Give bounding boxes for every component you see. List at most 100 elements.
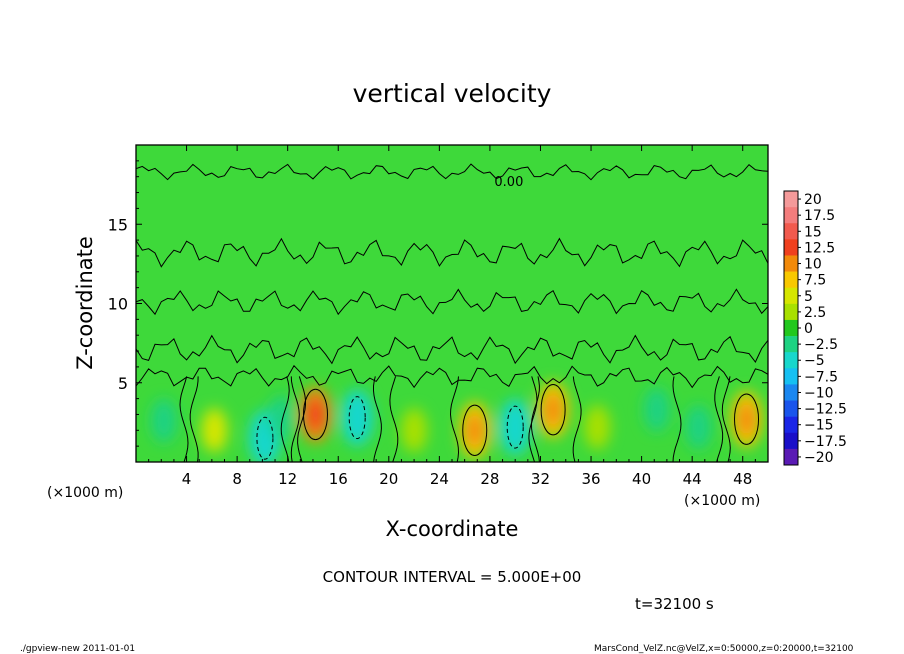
zero-contour-vertical-10 [572, 376, 582, 462]
x-unit-label-right: (×1000 m) [684, 493, 760, 509]
zero-contour-upper [136, 237, 768, 268]
colorbar-label-2: 15 [804, 224, 822, 240]
colorbar-label-4: 10 [804, 257, 822, 273]
colorbar-cell-13 [784, 400, 798, 417]
footer-right: MarsCond_VelZ.nc@VelZ,x=0:50000,z=0:2000… [594, 644, 854, 654]
zero-contour-vertical-5 [373, 376, 382, 462]
y-tick-label-1: 10 [108, 295, 128, 314]
field-blob-0 [150, 398, 177, 443]
x-tick-label-4: 20 [379, 470, 398, 488]
colorbar-label-9: −2.5 [804, 337, 838, 353]
colorbar-label-11: −7.5 [804, 369, 838, 385]
field-blob-11 [643, 387, 670, 432]
contour-lines [136, 163, 768, 462]
zero-contour-low [136, 364, 768, 389]
field-blob-10 [584, 405, 611, 450]
x-tick-label-0: 4 [182, 470, 192, 488]
zero-contour-vertical-7 [449, 376, 460, 462]
x-tick-label-7: 32 [531, 470, 550, 488]
colorbar-label-0: 20 [804, 192, 822, 208]
colorbar-label-8: 0 [804, 321, 813, 337]
colorbar-cell-0 [784, 191, 798, 208]
contour-positive-9 [540, 383, 566, 436]
colorbar-cell-11 [784, 368, 798, 385]
contour-negative-5 [348, 396, 366, 440]
x-tick-label-2: 12 [278, 470, 297, 488]
colorbar-cell-10 [784, 352, 798, 369]
field-core-7 [465, 413, 484, 448]
field-blob-1 [201, 408, 228, 453]
x-tick-label-1: 8 [232, 470, 242, 488]
chart-title: vertical velocity [353, 79, 552, 108]
colorbar-label-10: −5 [804, 353, 825, 369]
zero-contour-vertical-3 [297, 376, 306, 462]
x-tick-label-8: 36 [581, 470, 600, 488]
zero-contour-vertical-0 [179, 376, 189, 462]
zero-contour-vertical-1 [189, 376, 199, 462]
y-tick-label-0: 5 [118, 374, 128, 393]
colorbar-label-13: −12.5 [804, 402, 847, 418]
colorbar-label-5: 7.5 [804, 273, 826, 289]
zero-contour-vertical-12 [714, 376, 724, 462]
colorbar-label-14: −15 [804, 418, 834, 434]
field-blobs [150, 381, 763, 462]
colorbar-label-15: −17.5 [804, 434, 847, 450]
x-tick-label-6: 28 [480, 470, 499, 488]
x-ticks: 4 8 12 16 20 24 28 32 36 40 44 48 [148, 145, 756, 488]
contour-positive-7 [462, 404, 488, 456]
colorbar-cell-5 [784, 271, 798, 289]
x-tick-label-10: 44 [683, 470, 702, 488]
colorbar-cell-4 [784, 255, 798, 272]
colorbar-cell-15 [784, 432, 798, 450]
zero-contour-vertical-4 [290, 376, 300, 462]
zero-contour-vertical-13 [721, 376, 731, 462]
colorbar-cell-1 [784, 207, 798, 224]
contour-interval-note: CONTOUR INTERVAL = 5.000E+00 [323, 568, 582, 586]
colorbar-label-16: −20 [804, 450, 834, 466]
colorbar-label-7: 2.5 [804, 305, 826, 321]
field-blob-12 [685, 405, 712, 450]
colorbar-label-6: 5 [804, 289, 813, 305]
field-blob-6 [401, 408, 428, 453]
colorbar-cell-3 [784, 239, 798, 256]
field-core-13 [737, 402, 756, 437]
x-tick-label-9: 40 [632, 470, 651, 488]
field-blob-5 [341, 389, 374, 446]
zero-contour-vertical-8 [530, 376, 540, 462]
y-ticks: 5 10 15 [108, 160, 768, 447]
colorbar-label-12: −10 [804, 385, 834, 401]
colorbar-cell-12 [784, 384, 798, 401]
x-axis-label: X-coordinate [386, 517, 519, 541]
colorbar-cell-8 [784, 319, 798, 337]
time-label: t=32100 s [635, 595, 714, 613]
contour-negative-2 [256, 416, 274, 460]
colorbar-cell-9 [784, 336, 798, 353]
zero-contour-vertical-6 [389, 376, 399, 462]
field-blob-3 [268, 395, 295, 440]
colorbar-cell-2 [784, 223, 798, 240]
contour-value-label: 0.00 [494, 175, 523, 190]
y-axis-label: Z-coordinate [73, 236, 97, 370]
colorbar-cell-16 [784, 448, 798, 466]
contour-negative-8 [506, 405, 524, 449]
zero-contour-vertical-11 [672, 376, 682, 462]
contour-positive-13 [734, 393, 760, 445]
field-core-4 [306, 397, 325, 432]
zero-contour-vertical-2 [280, 376, 290, 462]
zero-contour-middle [136, 288, 768, 316]
colorbar-label-3: 12.5 [804, 240, 835, 256]
colorbar-cell-6 [784, 287, 798, 305]
field-blob-8 [499, 399, 532, 456]
colorbar-cell-14 [784, 416, 798, 434]
y-tick-label-2: 15 [108, 215, 128, 234]
colorbar-label-1: 17.5 [804, 208, 835, 224]
colorbar-cell-7 [784, 303, 798, 321]
zero-contour-vertical-9 [528, 376, 538, 462]
x-tick-label-3: 16 [329, 470, 348, 488]
x-unit-label-left: (×1000 m) [47, 485, 123, 501]
zero-contour-top [136, 163, 768, 181]
footer-left: ./gpview-new 2011-01-01 [20, 644, 135, 654]
x-tick-label-11: 48 [733, 470, 752, 488]
